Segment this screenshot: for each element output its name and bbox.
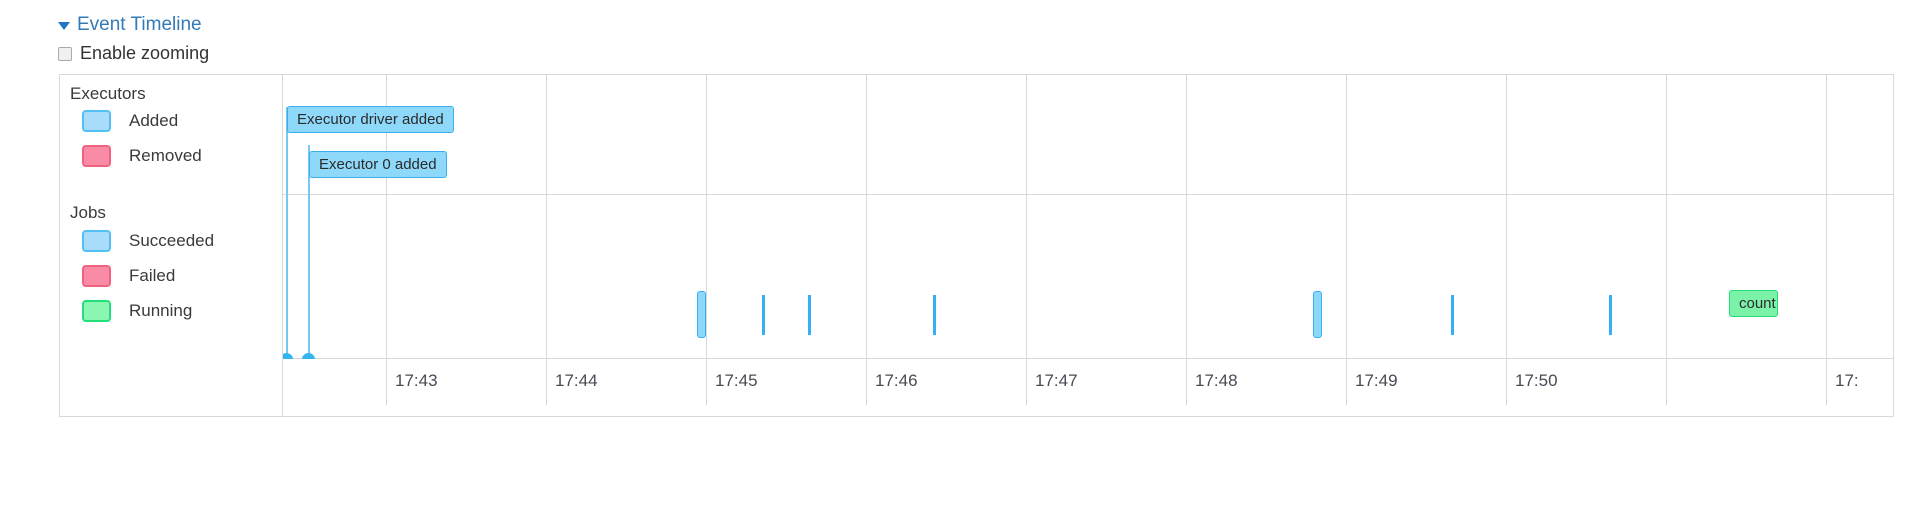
- enable-zooming-label: Enable zooming: [80, 43, 210, 63]
- time-axis[interactable]: 17:42 17:43 17:44 17:45 17:46 17:47 17:4…: [60, 359, 1893, 406]
- axis-tick-line: [1186, 359, 1187, 405]
- axis-label: 17:49: [1355, 371, 1398, 390]
- legend-panel: Executors Added Removed Jobs Succeeded F…: [60, 75, 282, 416]
- axis-tick-line: [1666, 359, 1667, 405]
- axis-label: 17:48: [1195, 371, 1238, 390]
- grid-line: [1026, 75, 1027, 359]
- legend-item-failed: Failed: [82, 265, 175, 287]
- legend-label: Succeeded: [129, 231, 215, 250]
- removed-swatch-icon: [82, 145, 111, 167]
- job-event-tick[interactable]: [1313, 291, 1322, 338]
- legend-divider: [282, 75, 283, 416]
- legend-item-succeeded: Succeeded: [82, 230, 214, 252]
- grid-line: [386, 75, 387, 359]
- axis-label: 17:44: [555, 371, 598, 390]
- job-event-tick[interactable]: [1451, 295, 1454, 335]
- axis-tick-line: [1026, 359, 1027, 405]
- grid-line: [866, 75, 867, 359]
- page-title: Event Timeline: [77, 14, 202, 35]
- legend-label: Removed: [129, 146, 202, 165]
- caret-down-icon[interactable]: [58, 22, 70, 30]
- event-stem: [286, 107, 288, 365]
- event-timeline-toggle[interactable]: Event Timeline: [58, 14, 202, 36]
- job-event-count[interactable]: count: [1729, 290, 1778, 317]
- enable-zooming-checkbox[interactable]: [58, 46, 72, 61]
- axis-tick-line: [386, 359, 387, 405]
- added-swatch-icon: [82, 110, 111, 132]
- job-event-tick[interactable]: [1609, 295, 1612, 335]
- grid-line: [706, 75, 707, 359]
- enable-zooming-row[interactable]: Enable zooming: [58, 43, 209, 64]
- axis-tick-line: [546, 359, 547, 405]
- legend-group-title-executors: Executors: [70, 84, 146, 103]
- job-event-tick[interactable]: [933, 295, 936, 335]
- axis-label: 17:45: [715, 371, 758, 390]
- executor-event-executor-0-added[interactable]: Executor 0 added: [309, 151, 447, 178]
- grid-line: [1826, 75, 1827, 359]
- job-event-tick[interactable]: [762, 295, 765, 335]
- legend-item-removed: Removed: [82, 145, 202, 167]
- grid-line: [1506, 75, 1507, 359]
- axis-tick-line: [706, 359, 707, 405]
- axis-tick-line: [1346, 359, 1347, 405]
- axis-label: 17:50: [1515, 371, 1558, 390]
- date-axis: Sat 10 August: [60, 406, 1893, 416]
- grid-line: [1186, 75, 1187, 359]
- axis-label: 17:: [1835, 371, 1859, 390]
- grid-line: [1346, 75, 1347, 359]
- axis-label: 17:46: [875, 371, 918, 390]
- event-stem: [308, 145, 310, 365]
- legend-item-running: Running: [82, 300, 192, 322]
- job-event-tick[interactable]: [808, 295, 811, 335]
- executor-event-driver-added[interactable]: Executor driver added: [287, 106, 454, 133]
- failed-swatch-icon: [82, 265, 111, 287]
- date-label: Sat 10 August: [235, 415, 341, 416]
- job-event-tick[interactable]: [697, 291, 706, 338]
- running-swatch-icon: [82, 300, 111, 322]
- grid-line: [546, 75, 547, 359]
- axis-tick-line: [866, 359, 867, 405]
- axis-tick-line: [1506, 359, 1507, 405]
- timeline-canvas[interactable]: Executor driver added Executor 0 added c…: [59, 74, 1894, 417]
- band-separator: [60, 194, 1893, 195]
- legend-label: Running: [129, 301, 193, 320]
- legend-label: Added: [129, 111, 179, 130]
- legend-label: Failed: [129, 266, 176, 285]
- legend-group-title-jobs: Jobs: [70, 203, 106, 222]
- axis-label: 17:47: [1035, 371, 1078, 390]
- grid-line: [1666, 75, 1667, 359]
- succeeded-swatch-icon: [82, 230, 111, 252]
- band-separator: [60, 358, 1893, 359]
- legend-item-added: Added: [82, 110, 178, 132]
- axis-label: 17:43: [395, 371, 438, 390]
- axis-tick-line: [1826, 359, 1827, 405]
